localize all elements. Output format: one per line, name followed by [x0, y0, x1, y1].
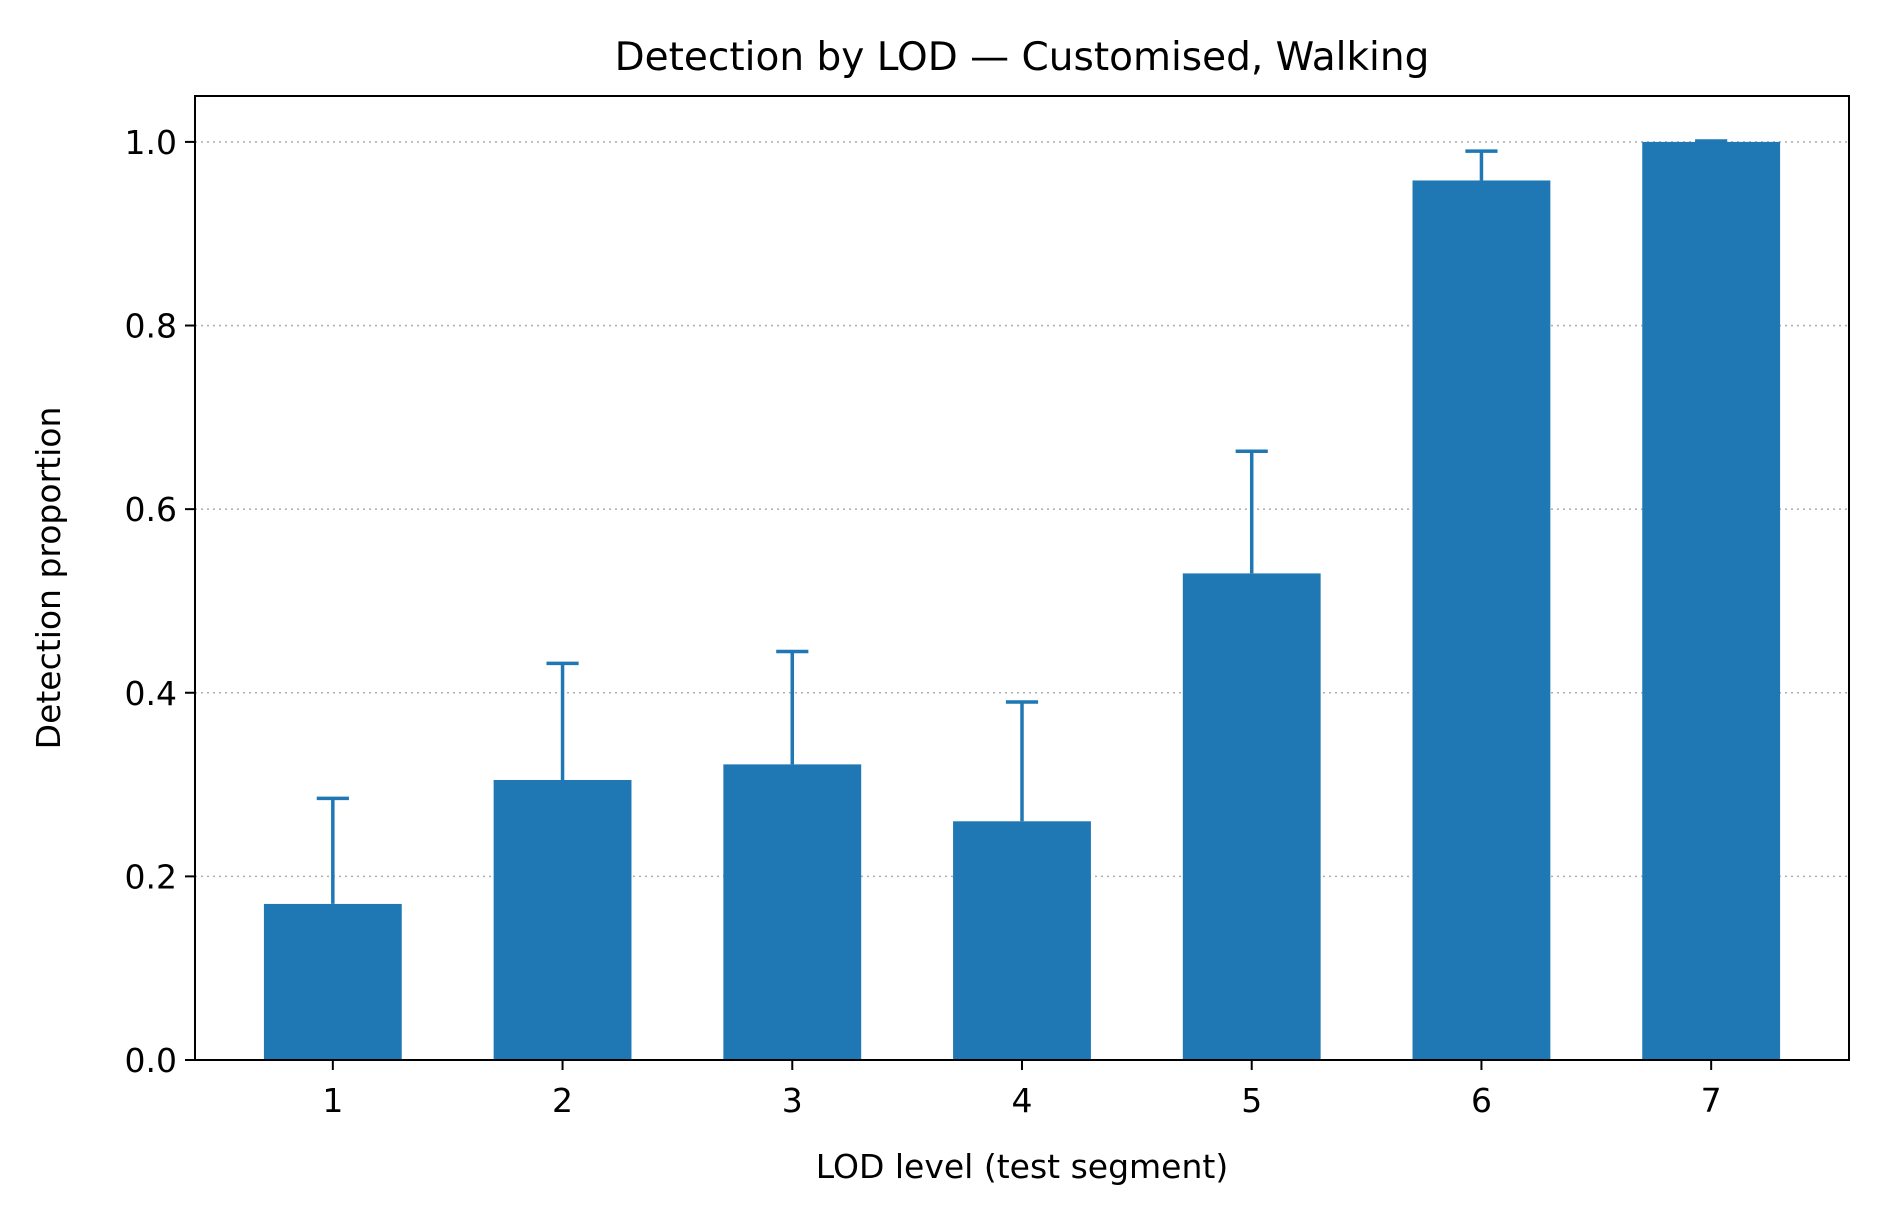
- x-tick-label-6: 6: [1471, 1081, 1492, 1120]
- y-tick-label-0: 0.0: [125, 1041, 177, 1080]
- y-tick-label-1: 0.2: [125, 857, 177, 896]
- x-tick-label-3: 3: [782, 1081, 803, 1120]
- x-axis-label: LOD level (test segment): [816, 1147, 1228, 1186]
- y-axis-ticks: 0.0 0.2 0.4 0.6 0.8 1.0: [125, 123, 195, 1080]
- bar-6: [1412, 180, 1551, 1060]
- bar-3: [723, 764, 862, 1060]
- y-tick-label-3: 0.6: [125, 490, 177, 529]
- x-tick-label-2: 2: [552, 1081, 573, 1120]
- y-tick-label-2: 0.4: [125, 674, 177, 713]
- error-bars: [316, 139, 1728, 904]
- bar-2: [493, 779, 632, 1060]
- y-axis-label: Detection proportion: [29, 407, 68, 750]
- bar-7: [1642, 141, 1781, 1060]
- chart-title: Detection by LOD — Customised, Walking: [615, 35, 1430, 80]
- y-tick-label-5: 1.0: [125, 123, 177, 162]
- x-tick-label-7: 7: [1701, 1081, 1722, 1120]
- bar-5: [1182, 573, 1321, 1060]
- x-tick-label-5: 5: [1241, 1081, 1262, 1120]
- x-tick-label-4: 4: [1012, 1081, 1033, 1120]
- bar-4: [953, 821, 1091, 1060]
- x-axis-ticks: 1 2 3 4 5 6 7: [322, 1060, 1722, 1120]
- y-tick-label-4: 0.8: [125, 307, 177, 346]
- bars: [263, 141, 1781, 1060]
- bar-1: [263, 903, 402, 1060]
- x-tick-label-1: 1: [322, 1081, 343, 1120]
